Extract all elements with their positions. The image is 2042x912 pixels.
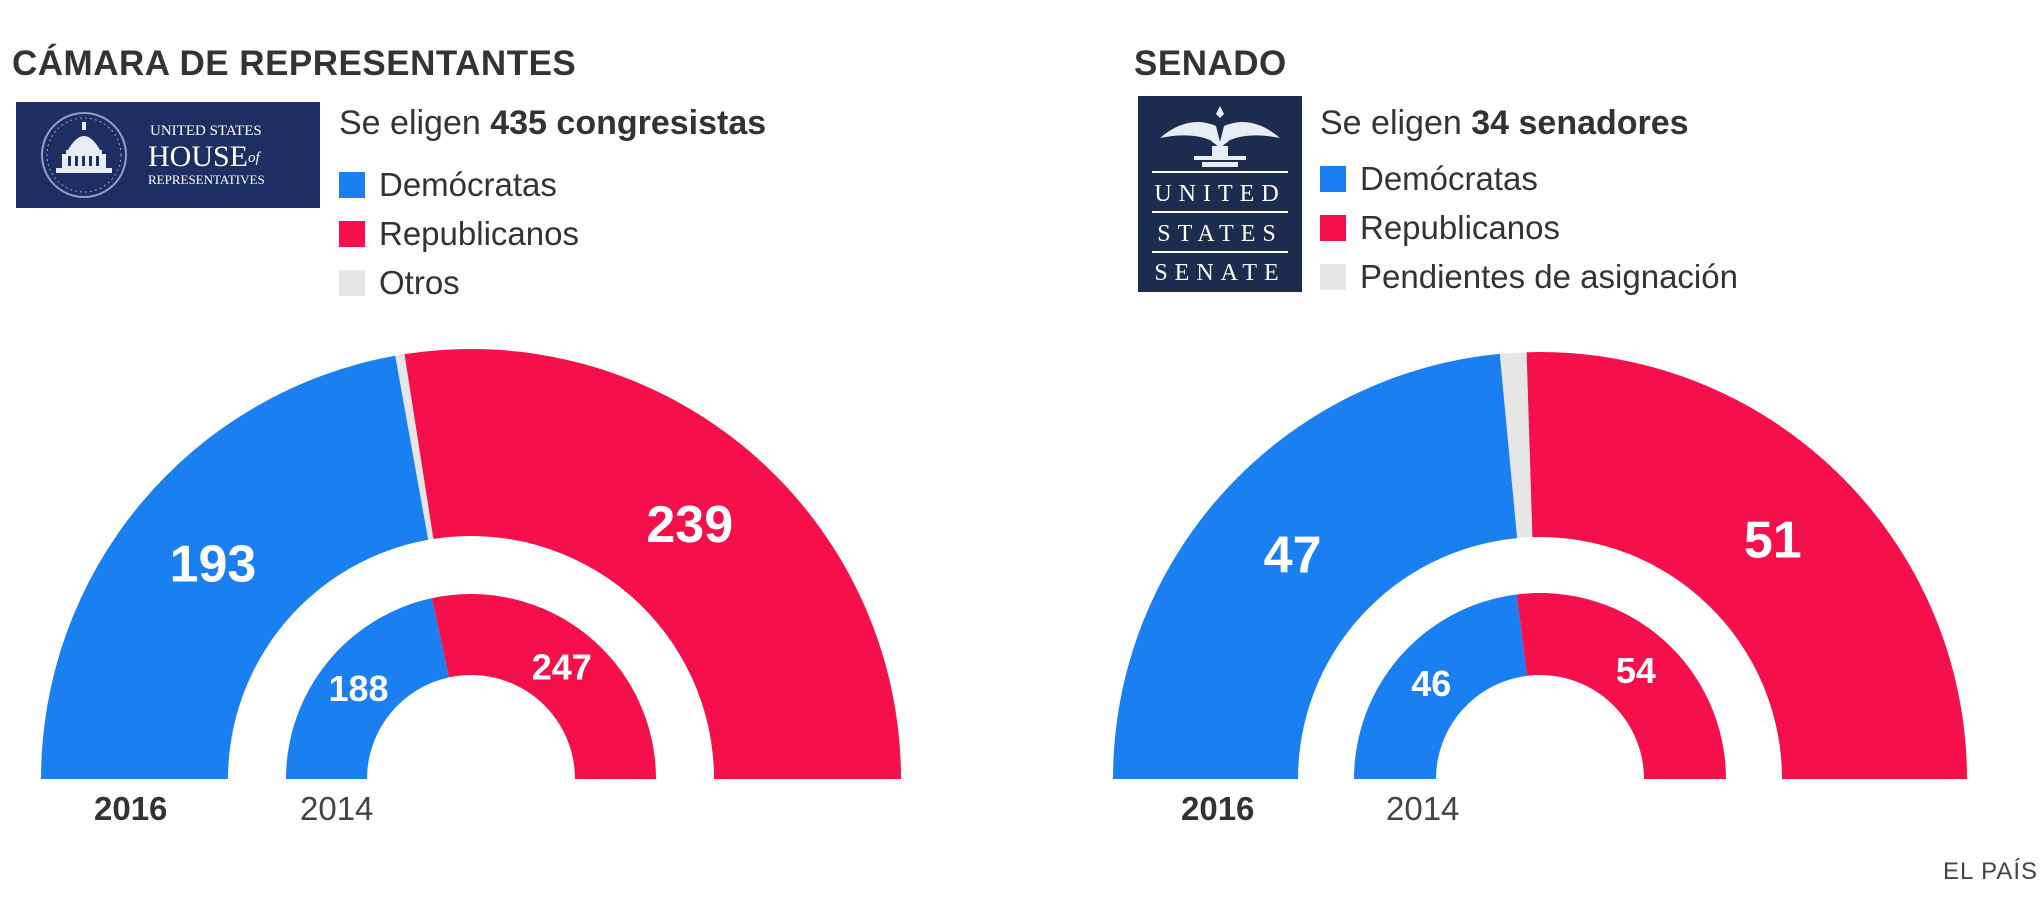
senate-slice-2016-demócratas — [1113, 353, 1518, 779]
house-legend: Demócratas Republicanos Otros — [339, 160, 766, 307]
credit: EL PAÍS — [1942, 858, 2038, 885]
senate-year-2016: 2016 — [1181, 790, 1255, 827]
house-slice-2014-demócratas — [286, 598, 450, 779]
legend-item: Demócratas — [339, 160, 766, 209]
house-slice-2016-demócratas — [41, 355, 429, 779]
senate-slice-2016-pendientes — [1499, 352, 1533, 539]
svg-text:STATES: STATES — [1157, 221, 1282, 247]
house-value-label-2016: 239 — [646, 496, 733, 554]
senate-slice-2014-demócratas — [1354, 594, 1527, 779]
legend-swatch — [1320, 263, 1346, 290]
legend-item: Republicanos — [339, 209, 766, 258]
legend-item: Demócratas — [1320, 154, 1738, 203]
legend-swatch — [339, 269, 365, 296]
svg-text:of: of — [248, 150, 262, 166]
legend-item: Otros — [339, 258, 766, 307]
legend-label: Pendientes de asignación — [1360, 257, 1738, 295]
eagle-icon — [1160, 106, 1280, 167]
senate-year-2014: 2014 — [1386, 790, 1460, 827]
legend-label: Republicanos — [1360, 208, 1560, 246]
house-panel: CÁMARA DE REPRESENTANTES UNITED STATES H… — [0, 0, 1010, 912]
legend-label: Demócratas — [1360, 159, 1538, 197]
senate-logo: UNITED STATES SENATE — [1138, 96, 1302, 292]
senate-slice-2014-republicanos — [1516, 593, 1726, 779]
senate-intro: Se eligen 34 senadores — [1320, 104, 1689, 142]
house-value-label-2014: 188 — [328, 668, 388, 709]
legend-item: Republicanos — [1320, 203, 1738, 252]
legend-label: Otros — [379, 263, 460, 301]
house-logo: UNITED STATES HOUSE of REPRESENTATIVES — [16, 102, 320, 208]
house-chart: 193 239 188 247 — [41, 349, 901, 779]
svg-text:REPRESENTATIVES: REPRESENTATIVES — [148, 172, 265, 187]
house-slice-2014-republicanos — [431, 594, 656, 779]
senate-chart: 47 51 46 54 — [1113, 352, 1967, 779]
house-year-2016: 2016 — [94, 790, 168, 827]
house-year-2014: 2014 — [300, 790, 374, 827]
svg-text:HOUSE: HOUSE — [148, 140, 248, 173]
senate-panel: SENADO UNITED STATES SENATE Se eligen 34… — [1110, 0, 2040, 912]
svg-text:UNITED: UNITED — [1154, 181, 1285, 207]
legend-swatch — [339, 171, 365, 198]
senate-title: SENADO — [1134, 44, 1287, 83]
legend-label: Republicanos — [379, 214, 579, 252]
svg-text:SENATE: SENATE — [1154, 260, 1285, 286]
senate-legend: Demócratas Republicanos Pendientes de asig… — [1320, 154, 1738, 301]
house-value-label-2014: 247 — [532, 646, 592, 687]
house-intro: Se eligen 435 congresistas — [339, 104, 767, 142]
legend-item: Pendientes de asignación — [1320, 252, 1738, 301]
senate-value-label-2016: 47 — [1264, 527, 1322, 585]
senate-value-label-2014: 54 — [1616, 650, 1656, 691]
house-value-label-2016: 193 — [170, 536, 257, 594]
senate-slice-2016-republicanos — [1526, 352, 1967, 779]
house-info: Se eligen 435 congresistas Demócratas Rep… — [339, 104, 766, 307]
svg-text:UNITED STATES: UNITED STATES — [150, 123, 262, 139]
house-slice-2016-otros — [395, 354, 434, 540]
legend-swatch — [339, 220, 365, 247]
house-slice-2016-republicanos — [404, 349, 901, 779]
senate-info: Se eligen 34 senadores Demócratas Republi… — [1320, 104, 1738, 301]
legend-swatch — [1320, 165, 1346, 192]
house-title: CÁMARA DE REPRESENTANTES — [12, 44, 577, 83]
legend-label: Demócratas — [379, 165, 557, 203]
legend-swatch — [1320, 214, 1346, 241]
senate-value-label-2014: 46 — [1411, 663, 1451, 704]
senate-value-label-2016: 51 — [1744, 512, 1802, 570]
